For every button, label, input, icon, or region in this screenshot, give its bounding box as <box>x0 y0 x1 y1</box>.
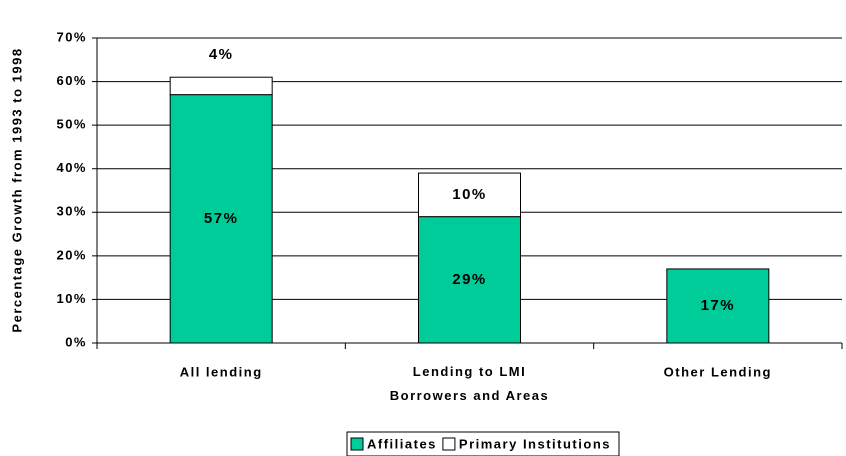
bar-segment <box>169 76 273 96</box>
x-tick-label: All lending <box>180 364 263 379</box>
bar-segment <box>169 94 273 344</box>
legend-swatch <box>350 437 364 451</box>
value-label: 17% <box>701 297 736 314</box>
y-tick-label: 20% <box>56 247 87 262</box>
bar-segment <box>418 216 521 344</box>
value-label: 57% <box>204 210 239 227</box>
y-tick-label: 10% <box>56 291 87 306</box>
x-tick-label: Other Lending <box>664 364 772 379</box>
x-tick-label: Lending to LMI Borrowers and Areas <box>390 364 550 403</box>
value-label: 4% <box>209 46 234 63</box>
y-tick-label: 0% <box>65 334 87 349</box>
y-tick-label: 50% <box>56 117 87 132</box>
value-label: 10% <box>452 186 487 203</box>
bar-segment <box>418 172 521 218</box>
legend-label: Primary Institutions <box>459 436 611 451</box>
y-tick-label: 60% <box>56 73 87 88</box>
y-tick-label: 40% <box>56 160 87 175</box>
y-axis-title: Percentage Growth from 1993 to 1998 <box>9 47 24 332</box>
legend-box <box>346 431 620 456</box>
legend: Affiliates Primary Institutions <box>346 431 620 456</box>
value-label: 29% <box>452 271 487 288</box>
bar-segment <box>666 268 770 344</box>
y-tick-label: 30% <box>56 204 87 219</box>
y-tick-label: 70% <box>56 29 87 44</box>
legend-label: Affiliates <box>367 436 437 451</box>
legend-swatch <box>442 437 456 451</box>
